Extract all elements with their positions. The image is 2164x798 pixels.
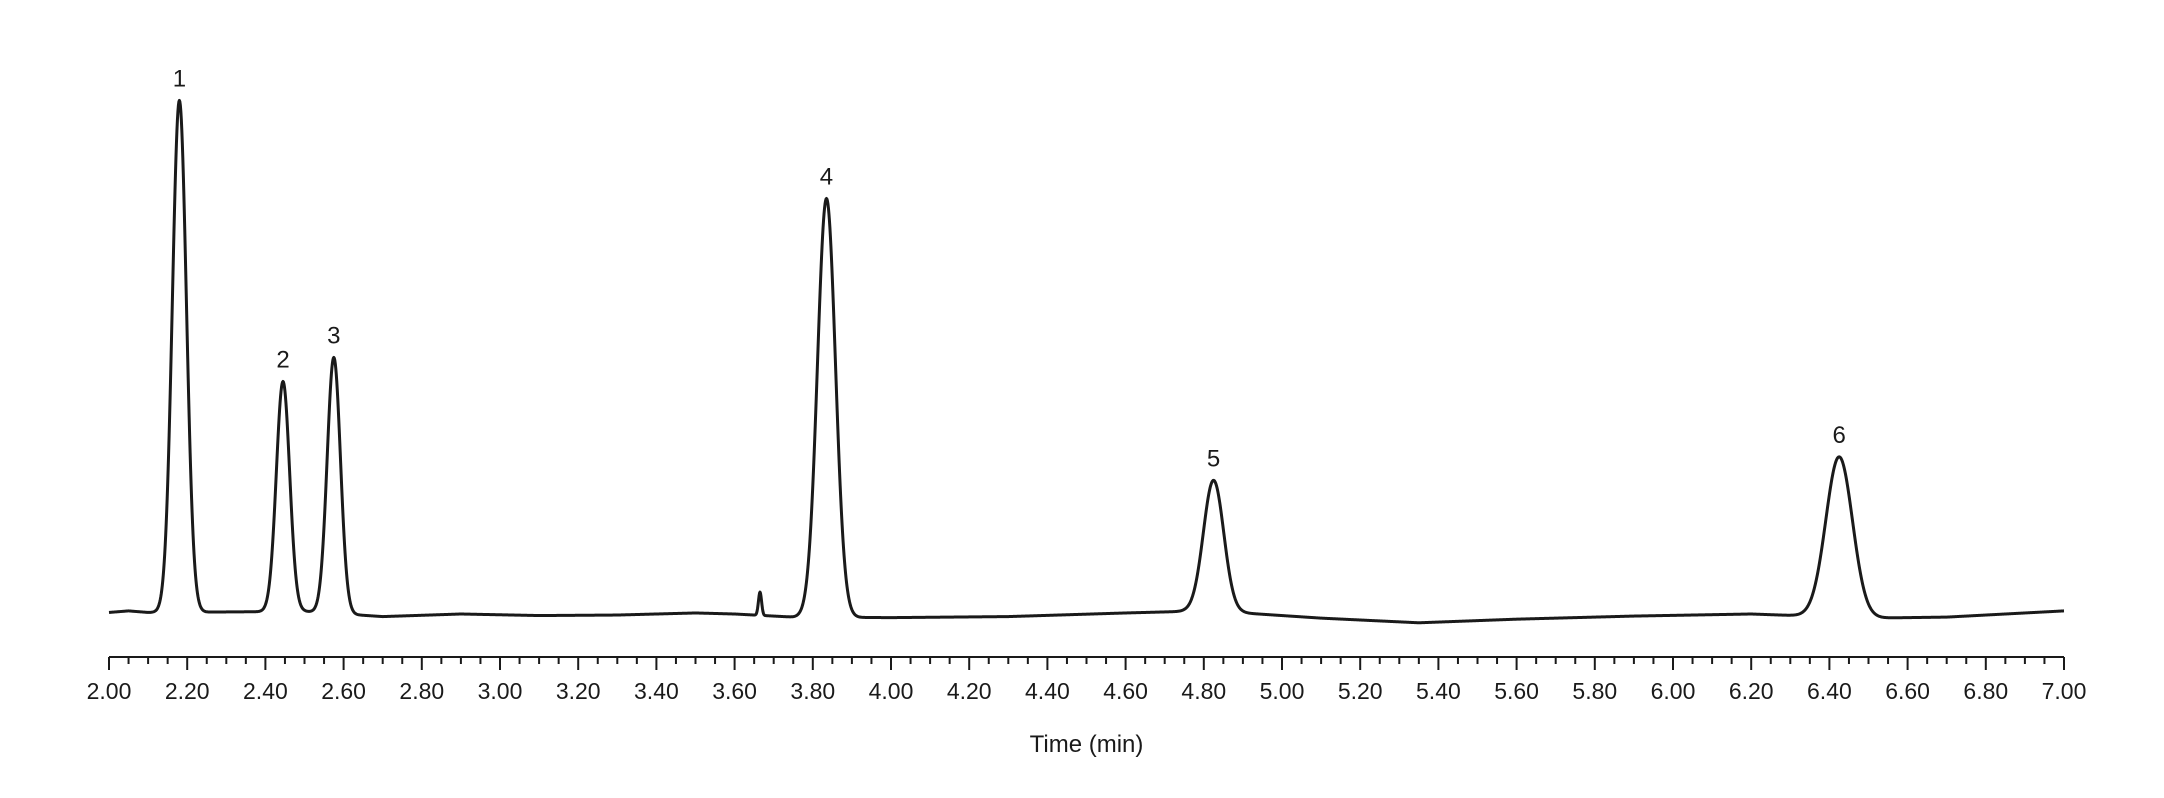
x-tick-label: 5.00: [1260, 678, 1305, 704]
x-tick-label: 7.00: [2042, 678, 2087, 704]
x-tick-label: 6.20: [1729, 678, 1774, 704]
x-tick-label: 5.80: [1572, 678, 1617, 704]
x-tick-label: 2.60: [321, 678, 366, 704]
x-tick-label: 6.80: [1963, 678, 2008, 704]
x-tick-label: 2.40: [243, 678, 288, 704]
peak-label-6: 6: [1832, 422, 1845, 449]
x-tick-label: 4.60: [1103, 678, 1148, 704]
x-tick-label: 3.80: [790, 678, 835, 704]
x-tick-label: 5.20: [1338, 678, 1383, 704]
peak-label-3: 3: [327, 322, 340, 349]
x-tick-label: 4.40: [1025, 678, 1070, 704]
x-tick-label: 5.40: [1416, 678, 1461, 704]
x-tick-label: 2.80: [399, 678, 444, 704]
peak-label-5: 5: [1207, 445, 1220, 472]
peak-label-1: 1: [173, 65, 186, 92]
chromatogram-trace: [107, 98, 2066, 625]
x-tick-label: 3.40: [634, 678, 679, 704]
x-axis-ticks: [108, 657, 2065, 670]
peak-labels: 1 2 3 4 5 6: [173, 65, 1846, 472]
peak-label-4: 4: [820, 164, 833, 191]
x-tick-label: 3.00: [478, 678, 523, 704]
x-tick-label: 4.00: [869, 678, 914, 704]
x-tick-label: 5.60: [1494, 678, 1539, 704]
x-tick-label: 4.80: [1181, 678, 1226, 704]
x-axis-title: Time (min): [1030, 731, 1144, 758]
x-tick-label: 6.60: [1885, 678, 1930, 704]
x-axis-tick-labels: 2.00 2.20 2.40 2.60 2.80 3.00 3.20 3.40 3.60 3.80…: [87, 678, 2087, 704]
peak-label-2: 2: [276, 346, 289, 373]
x-tick-label: 4.20: [947, 678, 992, 704]
x-tick-label: 6.00: [1651, 678, 1696, 704]
x-tick-label: 3.20: [556, 678, 601, 704]
x-tick-label: 2.00: [87, 678, 132, 704]
x-tick-label: 6.40: [1807, 678, 1852, 704]
x-tick-label: 2.20: [165, 678, 210, 704]
x-tick-label: 3.60: [712, 678, 757, 704]
